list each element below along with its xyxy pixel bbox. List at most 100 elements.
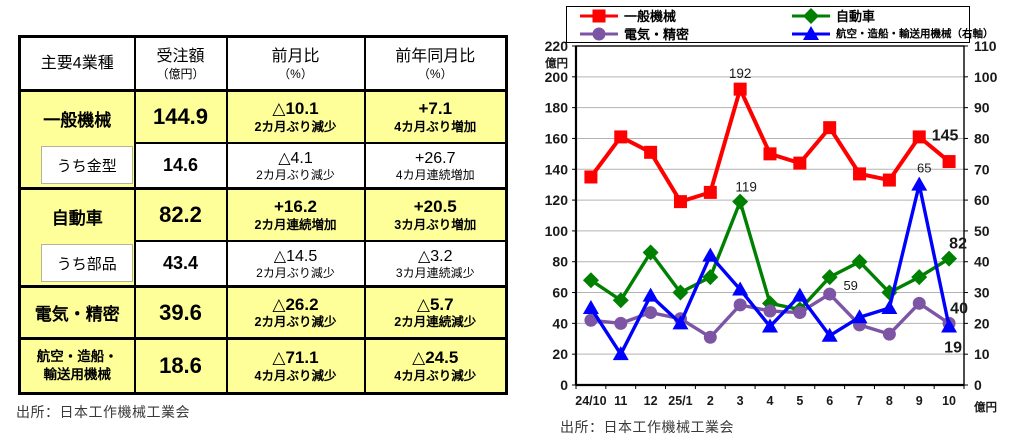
svg-text:0: 0 xyxy=(560,377,568,393)
table-row: 電気・精密 39.6 △26.2 2カ月ぶり減少 △5.7 2カ月連続減少 xyxy=(18,285,508,340)
svg-text:140: 140 xyxy=(545,161,569,177)
amount-cell: 14.6 xyxy=(133,142,228,190)
yoy-cell: △5.7 2カ月連続減少 xyxy=(363,285,508,340)
svg-text:80: 80 xyxy=(552,254,568,270)
sub-industry-label: うち金型 xyxy=(41,146,133,184)
svg-text:220: 220 xyxy=(545,38,569,54)
svg-text:4: 4 xyxy=(767,394,774,408)
industry-label: 航空・造船・ 輸送用機械 xyxy=(18,337,136,395)
header-amount: 受注額 （億円） xyxy=(133,35,228,92)
table-row: 43.4 △14.5 2カ月ぶり減少 △3.2 3カ月連続減少 xyxy=(20,240,508,288)
legend-marker-square xyxy=(580,9,618,22)
table-row: 一般機械 うち金型 144.9 △10.1 2カ月ぶり減少 +7.1 4カ月ぶり… xyxy=(18,89,508,190)
yoy-cell: +26.7 4カ月連続増加 xyxy=(363,142,508,190)
table-row: 14.6 △4.1 2カ月ぶり減少 +26.7 4カ月連続増加 xyxy=(20,142,508,190)
industry-label: 自動車 xyxy=(51,208,103,228)
data-label-19: 19 xyxy=(944,339,962,356)
legend-label: 一般機械 xyxy=(624,9,677,24)
svg-text:70: 70 xyxy=(974,161,990,177)
svg-text:80: 80 xyxy=(974,130,990,146)
data-label-65: 65 xyxy=(917,161,931,176)
data-label-145: 145 xyxy=(932,128,959,145)
svg-text:30: 30 xyxy=(974,285,990,301)
legend-marker-circle xyxy=(580,27,618,40)
table-header-row: 主要4業種 受注額 （億円） 前月比 （%） 前年同月比 （%） xyxy=(18,35,508,92)
legend-item: 自動車 xyxy=(779,7,994,24)
legend-marker-diamond xyxy=(792,7,830,24)
amount-cell: 43.4 xyxy=(133,240,228,288)
legend-item: 一般機械 xyxy=(567,8,779,24)
yoy-cell: +20.5 3カ月ぶり増加 xyxy=(363,187,508,242)
right-axis-labels: 0 10 20 30 40 50 60 70 80 90 100 110 億円 xyxy=(974,38,998,414)
svg-text:2: 2 xyxy=(707,394,714,408)
svg-text:110: 110 xyxy=(974,38,997,54)
svg-text:40: 40 xyxy=(552,315,568,331)
svg-text:20: 20 xyxy=(552,346,568,362)
svg-text:25/1: 25/1 xyxy=(668,394,692,408)
orders-table: 主要4業種 受注額 （億円） 前月比 （%） 前年同月比 （%） 一般機械 xyxy=(18,35,508,395)
axis-ticks xyxy=(572,45,968,389)
svg-text:11: 11 xyxy=(614,394,627,408)
plot-frame xyxy=(574,45,965,387)
svg-text:8: 8 xyxy=(886,394,893,408)
legend-label: 航空・造船・輸送用機械（右軸） xyxy=(836,28,994,40)
svg-text:60: 60 xyxy=(552,285,568,301)
svg-text:10: 10 xyxy=(942,394,956,408)
amount-cell: 39.6 xyxy=(133,285,228,340)
industry-label-cell: 一般機械 うち金型 xyxy=(18,89,136,190)
industry-label: 一般機械 xyxy=(43,110,112,130)
data-label-82: 82 xyxy=(949,236,967,253)
chart-source: 出所：日本工作機械工業会 xyxy=(560,419,734,435)
amount-cell: 144.9 xyxy=(133,89,228,144)
table-row: 航空・造船・ 輸送用機械 18.6 △71.1 4カ月ぶり減少 △24.5 4カ… xyxy=(18,337,508,395)
chart-canvas: 0 20 40 60 80 100 120 140 160 180 200 220 億円 0 10 20 30 4… xyxy=(545,38,998,414)
data-label-119: 119 xyxy=(735,180,757,195)
legend-item: 電気・精密 xyxy=(567,26,779,42)
svg-text:7: 7 xyxy=(856,394,863,408)
mom-cell: △71.1 4カ月ぶり減少 xyxy=(225,337,366,395)
chart-legend: 一般機械 自動車 電気・精密 航空・造船・輸送用機械（右軸） xyxy=(566,6,994,43)
mom-cell: +16.2 2カ月連続増加 xyxy=(225,187,366,242)
yoy-cell: +7.1 4カ月ぶり増加 xyxy=(363,89,508,144)
mom-cell: △10.1 2カ月ぶり減少 xyxy=(225,89,366,144)
svg-text:50: 50 xyxy=(974,223,990,239)
data-label-192: 192 xyxy=(729,66,752,81)
series-line-0 xyxy=(584,82,956,209)
data-label-40: 40 xyxy=(950,300,968,317)
svg-text:160: 160 xyxy=(545,130,569,146)
orders-line-chart: 0 20 40 60 80 100 120 140 160 180 200 220 億円 0 10 20 30 4… xyxy=(524,0,1024,448)
legend-item: 航空・造船・輸送用機械（右軸） xyxy=(779,25,994,42)
sub-industry-label: うち部品 xyxy=(41,244,133,282)
mom-cell: △14.5 2カ月ぶり減少 xyxy=(225,240,366,288)
svg-text:90: 90 xyxy=(974,100,990,116)
svg-text:12: 12 xyxy=(644,394,658,408)
legend-marker-triangle xyxy=(792,25,830,40)
mom-cell: △4.1 2カ月ぶり減少 xyxy=(225,142,366,190)
data-label-59: 59 xyxy=(843,278,857,293)
yoy-cell: △3.2 3カ月連続減少 xyxy=(363,240,508,288)
yoy-cell: △24.5 4カ月ぶり減少 xyxy=(363,337,508,395)
svg-text:5: 5 xyxy=(796,394,803,408)
svg-text:200: 200 xyxy=(545,69,569,85)
left-axis-unit: 億円 xyxy=(545,56,568,70)
svg-text:24/10: 24/10 xyxy=(575,394,606,408)
amount-cell: 18.6 xyxy=(133,337,228,395)
mom-cell: △26.2 2カ月ぶり減少 xyxy=(225,285,366,340)
table-source: 出所：日本工作機械工業会 xyxy=(16,404,190,420)
svg-text:100: 100 xyxy=(545,223,569,239)
industry-label-cell: 自動車 うち部品 xyxy=(18,187,136,288)
svg-text:0: 0 xyxy=(974,377,982,393)
svg-text:40: 40 xyxy=(974,254,990,270)
svg-text:3: 3 xyxy=(737,394,744,408)
header-mom: 前月比 （%） xyxy=(225,35,366,92)
left-axis-labels: 0 20 40 60 80 100 120 140 160 180 200 220 億円 xyxy=(545,38,569,393)
x-axis-labels: 24/10 11 12 25/1 2 3 4 5 6 7 8 9 10 xyxy=(575,394,956,408)
header-industry: 主要4業種 xyxy=(18,35,136,92)
series-line-3 xyxy=(582,176,958,361)
svg-text:6: 6 xyxy=(826,394,833,408)
svg-text:120: 120 xyxy=(545,192,569,208)
svg-text:100: 100 xyxy=(974,69,998,85)
svg-text:180: 180 xyxy=(545,100,569,116)
industry-label: 電気・精密 xyxy=(18,285,136,340)
